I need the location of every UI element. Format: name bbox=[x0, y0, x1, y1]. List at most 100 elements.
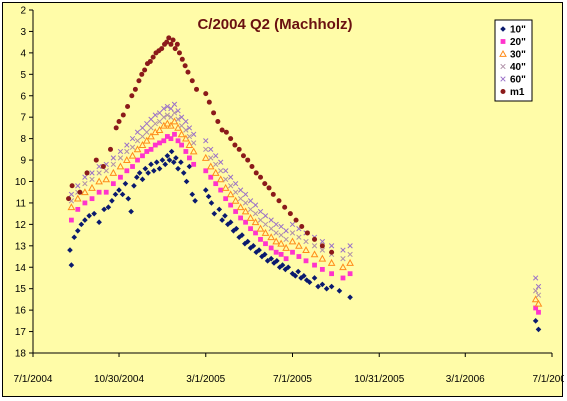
data-point bbox=[251, 218, 260, 226]
data-point bbox=[285, 264, 292, 271]
data-point bbox=[239, 232, 245, 238]
data-point bbox=[88, 183, 96, 191]
data-point bbox=[247, 245, 254, 251]
data-point bbox=[168, 105, 174, 112]
data-point bbox=[259, 253, 265, 260]
data-point bbox=[170, 159, 177, 166]
data-point bbox=[110, 155, 116, 161]
data-point bbox=[186, 163, 193, 170]
data-point bbox=[191, 131, 197, 137]
data-point bbox=[164, 103, 171, 110]
y-tick-label: 2 bbox=[20, 6, 26, 17]
data-point bbox=[139, 125, 146, 131]
data-point bbox=[213, 161, 219, 168]
data-point bbox=[278, 223, 284, 230]
data-point bbox=[262, 181, 268, 187]
data-point bbox=[262, 213, 269, 219]
data-point bbox=[268, 226, 274, 232]
data-point bbox=[328, 283, 335, 290]
data-point bbox=[211, 168, 220, 176]
data-point bbox=[107, 146, 113, 152]
data-point bbox=[248, 226, 253, 232]
series-4 bbox=[68, 101, 542, 290]
data-point bbox=[96, 219, 102, 226]
data-point bbox=[134, 138, 141, 144]
data-point bbox=[261, 228, 270, 236]
data-point bbox=[140, 153, 145, 159]
data-point bbox=[175, 108, 181, 114]
data-point bbox=[312, 236, 318, 242]
series-1 bbox=[68, 131, 541, 315]
data-point bbox=[109, 197, 115, 204]
data-point bbox=[315, 283, 321, 290]
data-point bbox=[535, 283, 542, 290]
data-point bbox=[289, 270, 296, 277]
data-point bbox=[68, 217, 74, 223]
data-point bbox=[125, 195, 132, 202]
data-point bbox=[319, 266, 325, 272]
x-tick-label: 10/31/2005 bbox=[354, 374, 404, 385]
data-point bbox=[203, 146, 209, 152]
data-point bbox=[124, 168, 130, 174]
data-point bbox=[125, 103, 131, 109]
data-point bbox=[339, 263, 347, 271]
data-point bbox=[153, 159, 160, 166]
data-point bbox=[298, 275, 304, 281]
data-point bbox=[261, 251, 268, 258]
data-point bbox=[240, 153, 246, 159]
data-point bbox=[273, 221, 279, 228]
data-point bbox=[249, 163, 255, 169]
data-point bbox=[206, 162, 215, 170]
data-point bbox=[120, 112, 126, 118]
data-point bbox=[319, 247, 326, 253]
data-point bbox=[139, 133, 146, 140]
data-point bbox=[183, 118, 189, 125]
data-point bbox=[228, 202, 234, 208]
data-point bbox=[105, 204, 112, 211]
data-point bbox=[124, 148, 130, 155]
data-point bbox=[152, 120, 158, 127]
data-point bbox=[183, 149, 189, 154]
y-tick-label: 9 bbox=[20, 156, 26, 167]
data-point bbox=[283, 236, 289, 243]
y-tick-label: 8 bbox=[20, 134, 26, 145]
data-point bbox=[276, 198, 282, 204]
y-tick-label: 11 bbox=[16, 198, 27, 209]
data-point bbox=[268, 217, 274, 223]
data-point bbox=[289, 230, 296, 236]
data-point bbox=[247, 198, 254, 204]
data-point bbox=[172, 131, 177, 137]
data-point bbox=[228, 136, 234, 142]
data-point bbox=[122, 156, 131, 163]
data-point bbox=[178, 123, 185, 129]
data-point bbox=[179, 142, 184, 148]
data-point bbox=[89, 196, 95, 202]
data-point bbox=[117, 148, 124, 155]
data-point bbox=[82, 217, 88, 223]
data-point bbox=[117, 155, 124, 161]
legend-marker bbox=[500, 39, 506, 44]
data-point bbox=[112, 191, 119, 198]
data-point bbox=[290, 249, 295, 255]
series-3 bbox=[68, 110, 542, 298]
data-point bbox=[147, 58, 153, 64]
data-point bbox=[282, 243, 290, 251]
legend-label: 60" bbox=[510, 75, 526, 86]
data-point bbox=[232, 180, 239, 187]
data-point bbox=[78, 221, 85, 228]
data-point bbox=[279, 262, 286, 268]
data-point bbox=[142, 67, 148, 73]
data-point bbox=[164, 152, 171, 159]
data-point bbox=[174, 41, 180, 47]
data-point bbox=[135, 157, 140, 163]
data-point bbox=[531, 295, 540, 303]
x-tick-label: 7/1/2004 bbox=[14, 374, 53, 385]
data-point bbox=[242, 191, 249, 198]
data-point bbox=[175, 138, 181, 144]
legend-label: m1 bbox=[510, 87, 525, 98]
data-point bbox=[278, 232, 284, 238]
data-point bbox=[148, 161, 154, 168]
data-point bbox=[236, 234, 242, 241]
data-point bbox=[168, 136, 174, 142]
data-point bbox=[162, 161, 169, 168]
